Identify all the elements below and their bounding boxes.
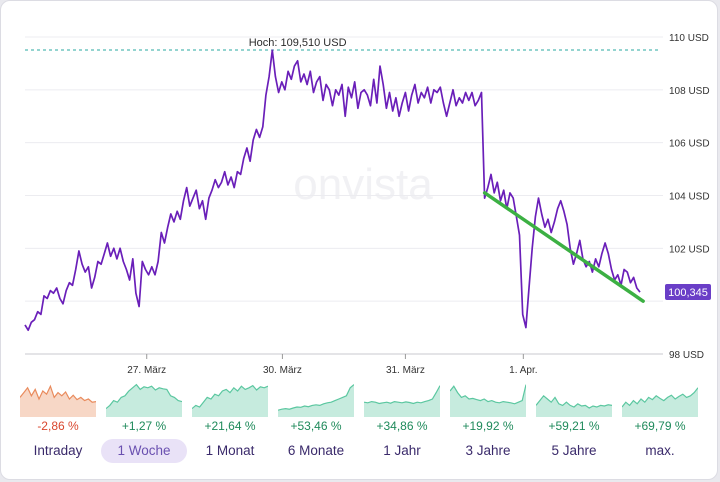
sparkline (622, 387, 698, 417)
trend-line (482, 191, 645, 303)
tab-1-jahr[interactable]: 1 Jahr (383, 443, 421, 458)
sparkline (106, 383, 182, 417)
sparkline-line (192, 384, 268, 410)
perf-1-woche: +1,27 % (121, 419, 167, 433)
perf-intraday: -2,86 % (37, 419, 79, 433)
perf-5-jahre: +59,21 % (548, 419, 600, 433)
sparkline-area (450, 384, 526, 417)
timeframe-tabs: Intraday 1 Woche 1 Monat 6 Monate 1 Jahr… (15, 439, 715, 467)
y-tick-label: 110 USD (669, 33, 709, 44)
sparkline-area (192, 385, 268, 417)
last-value-badge: 100,345 (665, 284, 711, 301)
perf-1-jahr: +34,86 % (376, 419, 428, 433)
tab-intraday[interactable]: Intraday (33, 443, 83, 458)
y-tick-label: 102 USD (669, 244, 710, 255)
y-tick-label: 108 USD (669, 86, 710, 97)
performance-row: -2,86 % +1,27 % +21,64 % +53,46 % +34,86… (15, 419, 715, 437)
x-tick-label: 27. März (127, 365, 166, 376)
sparkline (278, 384, 354, 417)
sparkline (536, 394, 612, 417)
sparkline (192, 384, 268, 417)
sparkline-line (364, 385, 440, 405)
tab-5-jahre[interactable]: 5 Jahre (551, 443, 597, 458)
sparkline-area (622, 387, 698, 417)
sparkline-line (536, 394, 612, 409)
sparkline (20, 384, 96, 417)
sparkline-line (278, 384, 354, 411)
y-tick-label: 104 USD (669, 192, 710, 203)
tab-3-jahre[interactable]: 3 Jahre (465, 443, 511, 458)
perf-6-monate: +53,46 % (290, 419, 342, 433)
perf-max: +69,79 % (634, 419, 686, 433)
sparkline-line (106, 383, 182, 410)
watermark: onvista (293, 160, 433, 209)
tab-max[interactable]: max. (645, 443, 675, 458)
sparkline (364, 385, 440, 417)
last-value-label: 100,345 (668, 287, 708, 299)
sparkline-area (106, 384, 182, 417)
sparkline-line (622, 387, 698, 408)
price-chart: onvista 98 USD 102 USD 104 USD 106 USD 108 U… (24, 33, 711, 376)
x-tick-label: 30. März (263, 365, 302, 376)
y-tick-label: 106 USD (669, 139, 710, 150)
tab-1-monat[interactable]: 1 Monat (205, 443, 255, 458)
price-series-line (24, 49, 641, 332)
sparkline-area (536, 395, 612, 417)
tab-1-woche[interactable]: 1 Woche (101, 439, 187, 463)
perf-1-monat: +21,64 % (204, 419, 256, 433)
sparkline (450, 384, 526, 417)
sparkline-area (278, 384, 354, 417)
y-tick-label: 98 USD (669, 350, 704, 361)
tab-6-monate[interactable]: 6 Monate (287, 443, 345, 458)
x-tick-label: 1. Apr. (509, 365, 537, 376)
perf-3-jahre: +19,92 % (462, 419, 514, 433)
sparkline-area (364, 385, 440, 417)
x-tick-label: 31. März (386, 365, 425, 376)
sparkline-area (20, 386, 96, 417)
sparkline-line (20, 384, 96, 403)
high-label: Hoch: 109,510 USD (249, 37, 347, 49)
sparkline-line (450, 384, 526, 405)
